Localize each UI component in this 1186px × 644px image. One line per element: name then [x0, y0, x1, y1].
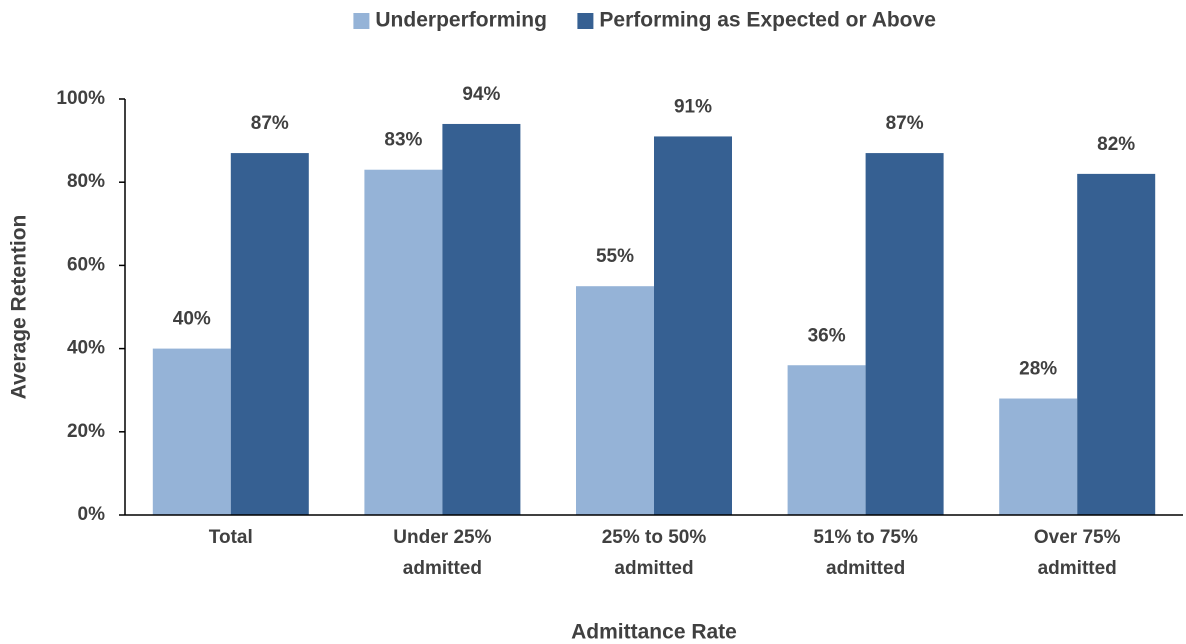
bar — [152, 348, 231, 515]
x-tick-label: 25% to 50% admitted — [602, 527, 707, 579]
legend-swatch — [353, 13, 370, 29]
bar — [230, 153, 309, 515]
bar — [1077, 173, 1156, 515]
legend-swatch — [577, 13, 594, 29]
x-axis-title: Admittance Rate — [571, 621, 737, 644]
y-tick-label: 20% — [67, 421, 105, 442]
y-tick-label: 40% — [67, 338, 105, 359]
y-tick-label: 0% — [78, 504, 106, 525]
data-label: 87% — [251, 113, 289, 134]
x-tick-label: Over 75% admitted — [1034, 527, 1121, 579]
x-tick-label: Under 25% admitted — [393, 527, 491, 579]
data-label: 82% — [1097, 134, 1135, 155]
bar — [999, 398, 1078, 515]
y-tick-label: 80% — [67, 171, 105, 192]
bar — [442, 123, 521, 516]
bar — [865, 153, 944, 515]
bar — [576, 286, 654, 515]
y-tick-label: 100% — [56, 88, 105, 109]
data-label: 94% — [462, 84, 500, 105]
data-label: 83% — [384, 130, 422, 151]
y-axis-title: Average Retention — [8, 215, 31, 400]
bar — [654, 136, 732, 515]
x-tick-label: Total — [209, 527, 253, 548]
data-label: 36% — [808, 325, 846, 346]
bar — [787, 365, 866, 515]
legend-label: Underperforming — [375, 9, 547, 32]
data-label: 55% — [596, 246, 634, 267]
x-tick-label: 51% to 75% admitted — [813, 527, 918, 579]
bar — [364, 169, 443, 515]
data-label: 87% — [886, 113, 924, 134]
legend-label: Performing as Expected or Above — [599, 9, 935, 32]
data-label: 28% — [1019, 359, 1057, 380]
y-tick-label: 60% — [67, 254, 105, 275]
data-label: 40% — [173, 309, 211, 330]
data-label: 91% — [674, 96, 712, 117]
